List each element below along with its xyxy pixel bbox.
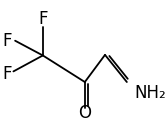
Text: O: O — [78, 104, 91, 118]
Text: NH₂: NH₂ — [134, 84, 166, 102]
Text: F: F — [3, 65, 12, 83]
Text: F: F — [3, 32, 12, 50]
Text: F: F — [38, 11, 48, 28]
